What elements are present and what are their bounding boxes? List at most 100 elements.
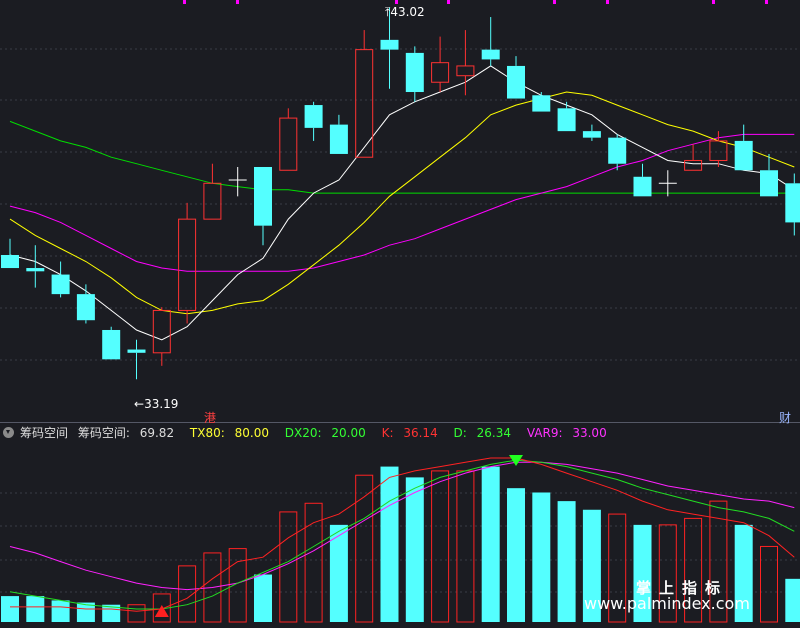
top-tick-marks [183,0,768,4]
indicator-bar [254,574,272,622]
top-tick [765,0,768,4]
candle-body [785,183,800,223]
indicator-bar [431,470,450,623]
candle-body [26,268,45,272]
candle-body [760,170,778,197]
watermark-url: www.palmindex.com [584,594,750,613]
indicator-bar [26,596,45,622]
candlestick-series [1,7,800,380]
candle-body [557,108,576,132]
candle-body [355,49,374,158]
indicator-bar [684,517,703,623]
indicator-bar [582,509,601,622]
indicator-bar [380,466,399,622]
candle-body [582,131,601,138]
indicator-bar [51,600,70,622]
candle-body [633,176,652,197]
indicator-name: 筹码空间 [20,426,69,440]
top-tick [447,0,450,4]
indicator-bar [304,502,323,623]
indicator-bar [228,548,247,623]
candle-body [431,62,450,83]
top-tick [553,0,556,4]
ma-green-line [9,120,795,194]
ma-magenta-line [9,133,795,272]
candle-body [203,182,222,220]
var9-line [9,461,795,591]
indicator-bar [279,511,298,623]
buy-signal-triangle [154,605,169,618]
value-space: 筹码空间: 69.82 [77,426,175,440]
candle-body [76,294,95,321]
indicator-bar [481,466,500,622]
value-dx20: DX20: 20.00 [284,426,366,440]
indicator-bar [76,602,95,622]
indicator-bar [405,477,424,622]
candle-body [178,218,197,311]
candle-body [152,309,171,354]
indicator-bar [658,524,677,623]
indicator-bar [709,500,728,623]
indicator-bar [178,565,197,623]
indicator-bar [633,524,652,622]
indicator-bar [734,524,753,622]
ma-yellow-line [9,91,795,315]
indicator-bar [1,596,19,622]
top-tick [236,0,239,4]
top-tick [183,0,186,4]
indicator-bars [1,466,800,623]
indicator-bar [456,470,475,623]
signal-markers [154,454,523,618]
indicator-bar [507,488,525,622]
value-var9: VAR9: 33.00 [526,426,607,440]
candle-body [456,65,475,77]
candle-body [102,329,121,360]
indicator-bar [203,552,222,623]
candle-body [1,255,19,269]
top-tick [395,0,398,4]
indicator-bar [355,474,374,623]
high-price-label: ⤒43.02 [385,5,425,19]
moving-average-lines [9,65,795,341]
indicator-bar [329,524,348,622]
candle-body [532,95,551,112]
candle-body [684,159,703,171]
candle-body [380,39,399,50]
indicator-bar [557,501,576,622]
low-price-label: ←33.19 [134,397,179,411]
value-d: D: 26.34 [453,426,512,440]
candle-body [329,124,348,154]
candle-body [254,166,272,226]
top-tick [712,0,715,4]
indicator-bar [127,604,146,623]
candle-body [51,274,70,295]
indicator-bar [608,513,627,623]
value-k: K: 36.14 [381,426,438,440]
candle-body [709,140,728,161]
candle-body [608,137,627,164]
d-line [9,459,795,610]
ma-white-line [9,65,795,341]
candle-body [279,117,298,171]
watermark-logo-text: 掌上指标 [636,579,729,597]
collapse-chevron-icon[interactable] [3,427,14,438]
candle-body [507,65,525,99]
indicator-bar [760,545,778,623]
indicator-bar [532,492,551,622]
grid-lines [0,48,800,593]
indicator-bar [785,578,800,622]
value-tx80: TX80: 80.00 [189,426,269,440]
tag-cai: 财 [779,411,792,425]
k-line [10,457,795,612]
candle-body [127,349,146,353]
top-tick [606,0,609,4]
candle-body [734,140,753,171]
candle-body [304,105,323,128]
candle-body [481,49,500,60]
candle-body [405,52,424,93]
sell-signal-triangle [509,454,523,466]
indicator-header: 筹码空间 筹码空间: 69.82 TX80: 80.00 DX20: 20.00… [0,424,800,442]
indicator-lines [9,457,795,612]
tag-gang: 港 [204,411,217,425]
